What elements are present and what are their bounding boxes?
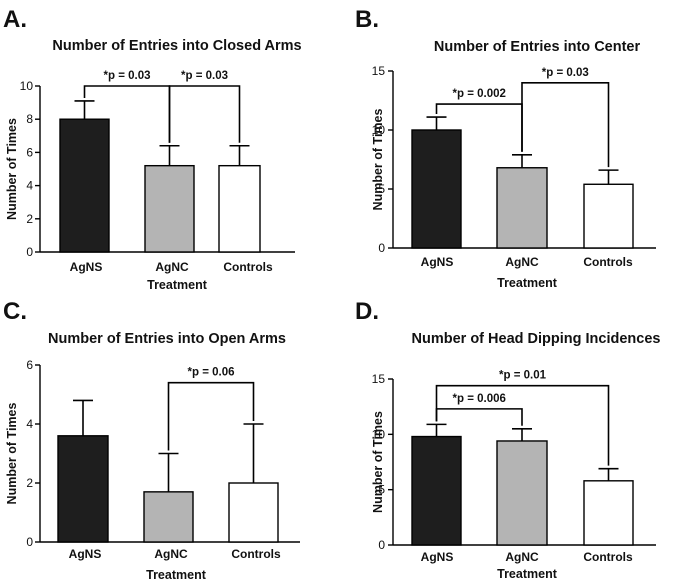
chart-title: Number of Entries into Open Arms: [48, 331, 286, 347]
significance-label: *p = 0.03: [181, 70, 228, 82]
y-tick-label: 6: [26, 145, 33, 159]
x-axis-label: Treatment: [497, 276, 558, 290]
x-category-label: AgNS: [70, 260, 103, 274]
bar-agnc: [144, 164, 195, 253]
x-axis-label: Treatment: [147, 278, 208, 292]
y-tick-label: 10: [20, 79, 34, 93]
y-tick-label: 2: [26, 476, 33, 490]
bar-controls: [583, 183, 634, 249]
x-axis-label: Treatment: [146, 568, 207, 582]
chart-title: Number of Head Dipping Incidences: [412, 331, 661, 347]
chart-panel-d: D. Number of Head Dipping Incidences 0 5 10 1…: [355, 298, 660, 581]
x-category-label: AgNC: [154, 547, 188, 561]
bar-agnc: [143, 491, 194, 543]
y-tick-label: 2: [26, 212, 33, 226]
significance-label: *p = 0.06: [188, 367, 235, 379]
significance-bracket: [167, 381, 255, 451]
y-tick-label: 15: [372, 64, 386, 78]
panel-label: B.: [355, 6, 379, 33]
panel-label: A.: [3, 6, 27, 33]
bar-controls: [218, 164, 261, 253]
chart-panel-c: C. Number of Entries into Open Arms 0 2 4 6 Nu…: [3, 298, 300, 582]
bar-controls: [228, 482, 279, 543]
x-category-label: AgNC: [505, 255, 539, 269]
significance-label: *p = 0.006: [453, 393, 506, 405]
y-tick-label: 10: [372, 123, 386, 137]
y-axis-label: Number of Times: [5, 403, 19, 505]
bar-controls: [583, 480, 634, 546]
y-tick-label: 0: [26, 245, 33, 259]
chart-title: Number of Entries into Center: [434, 39, 641, 55]
chart-panel-b: B. Number of Entries into Center 0 5 10 15 Num…: [355, 6, 656, 290]
significance-label: *p = 0.03: [542, 67, 589, 79]
y-axis-label: Number of Times: [371, 109, 385, 211]
chart-panel-a: A. Number of Entries into Closed Arms 0 2 4 6…: [3, 6, 302, 292]
x-category-label: Controls: [583, 255, 633, 269]
panel-label: D.: [355, 298, 379, 325]
chart-title: Number of Entries into Closed Arms: [52, 38, 301, 54]
bar-agnc: [496, 167, 548, 249]
y-axis-label: Number of Times: [5, 118, 19, 220]
bar-agnc: [496, 440, 548, 546]
y-tick-label: 5: [378, 483, 385, 497]
x-category-label: Controls: [223, 260, 273, 274]
significance-label: *p = 0.002: [453, 88, 506, 100]
significance-label: *p = 0.01: [499, 370, 547, 382]
x-category-label: Controls: [583, 550, 633, 564]
y-tick-label: 4: [26, 417, 33, 431]
y-tick-label: 15: [372, 372, 386, 386]
x-category-label: AgNS: [69, 547, 102, 561]
y-tick-label: 0: [378, 538, 385, 552]
significance-bracket: [435, 408, 523, 426]
y-tick-label: 5: [378, 182, 385, 196]
y-tick-label: 0: [378, 241, 385, 255]
significance-bracket: [435, 384, 610, 466]
x-axis-label: Treatment: [497, 567, 558, 581]
y-tick-label: 10: [372, 427, 386, 441]
y-tick-label: 4: [26, 179, 33, 193]
bar-agns: [59, 118, 110, 253]
y-tick-label: 8: [26, 112, 33, 126]
y-axis-label: Number of Times: [371, 411, 385, 513]
y-tick-label: 0: [26, 535, 33, 549]
panel-label: C.: [3, 298, 27, 325]
significance-label: *p = 0.03: [104, 70, 151, 82]
x-category-label: Controls: [231, 547, 281, 561]
significance-bracket: [521, 82, 610, 168]
bar-agns: [57, 435, 109, 543]
bar-agns: [411, 129, 462, 249]
x-category-label: AgNC: [505, 550, 539, 564]
x-category-label: AgNC: [155, 260, 189, 274]
significance-bracket: [168, 85, 241, 143]
x-category-label: AgNS: [421, 255, 454, 269]
bar-agns: [411, 435, 462, 546]
x-category-label: AgNS: [421, 550, 454, 564]
y-tick-label: 6: [26, 358, 33, 372]
